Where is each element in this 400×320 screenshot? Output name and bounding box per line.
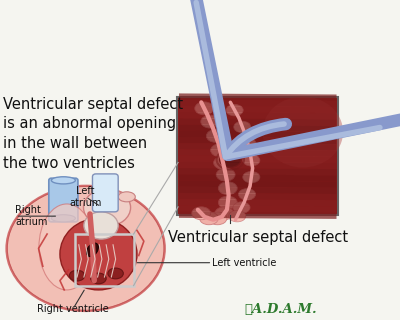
Ellipse shape (243, 172, 260, 183)
Ellipse shape (262, 97, 343, 167)
Ellipse shape (69, 270, 85, 281)
Ellipse shape (233, 202, 250, 213)
Ellipse shape (60, 218, 137, 290)
Ellipse shape (215, 207, 234, 220)
Ellipse shape (238, 188, 256, 200)
Ellipse shape (226, 104, 243, 116)
Bar (75, 234, 134, 286)
Ellipse shape (6, 186, 165, 311)
Ellipse shape (218, 196, 237, 209)
Ellipse shape (218, 182, 237, 195)
Text: Left ventricle: Left ventricle (212, 258, 277, 268)
Ellipse shape (91, 273, 106, 284)
Text: Left
atrium: Left atrium (70, 186, 102, 208)
Text: ✱A.D.A.M.: ✱A.D.A.M. (244, 303, 317, 316)
Ellipse shape (200, 212, 218, 225)
FancyBboxPatch shape (92, 174, 118, 212)
Bar (177, 97, 338, 215)
Ellipse shape (86, 243, 98, 257)
Ellipse shape (201, 115, 220, 128)
Ellipse shape (84, 212, 118, 239)
Ellipse shape (214, 156, 232, 169)
Ellipse shape (220, 152, 241, 167)
Ellipse shape (208, 212, 227, 225)
FancyBboxPatch shape (49, 178, 78, 222)
Ellipse shape (234, 121, 251, 133)
Ellipse shape (39, 204, 95, 290)
Ellipse shape (211, 144, 230, 157)
Ellipse shape (192, 207, 211, 220)
Text: Right
atrium: Right atrium (16, 205, 48, 227)
Text: Right ventricle: Right ventricle (37, 304, 109, 314)
Ellipse shape (108, 268, 123, 279)
Ellipse shape (51, 177, 75, 184)
Ellipse shape (206, 130, 225, 142)
Ellipse shape (243, 155, 260, 166)
Ellipse shape (239, 139, 256, 150)
Ellipse shape (118, 192, 135, 202)
Text: Ventricular septal defect: Ventricular septal defect (168, 230, 348, 245)
Ellipse shape (216, 168, 235, 181)
Text: Ventricular septal defect
is an abnormal opening
in the wall between
the two ven: Ventricular septal defect is an abnormal… (2, 97, 183, 171)
Ellipse shape (195, 102, 214, 115)
Ellipse shape (229, 211, 246, 222)
Ellipse shape (51, 215, 75, 222)
Ellipse shape (84, 189, 130, 226)
